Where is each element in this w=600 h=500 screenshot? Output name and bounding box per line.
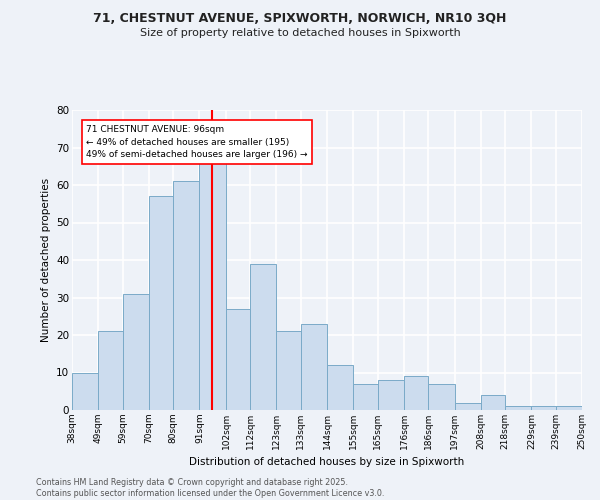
- Bar: [556, 406, 582, 410]
- Bar: [404, 376, 428, 410]
- Bar: [199, 159, 226, 410]
- Text: 71 CHESTNUT AVENUE: 96sqm
← 49% of detached houses are smaller (195)
49% of semi: 71 CHESTNUT AVENUE: 96sqm ← 49% of detac…: [86, 125, 308, 159]
- Bar: [226, 308, 250, 410]
- Bar: [122, 294, 149, 410]
- Bar: [327, 365, 353, 410]
- X-axis label: Distribution of detached houses by size in Spixworth: Distribution of detached houses by size …: [190, 458, 464, 468]
- Bar: [428, 384, 455, 410]
- Bar: [250, 264, 277, 410]
- Bar: [455, 402, 481, 410]
- Bar: [353, 384, 377, 410]
- Bar: [149, 196, 173, 410]
- Text: Contains HM Land Registry data © Crown copyright and database right 2025.
Contai: Contains HM Land Registry data © Crown c…: [36, 478, 385, 498]
- Bar: [505, 406, 532, 410]
- Bar: [377, 380, 404, 410]
- Bar: [72, 372, 98, 410]
- Y-axis label: Number of detached properties: Number of detached properties: [41, 178, 50, 342]
- Bar: [301, 324, 327, 410]
- Text: 71, CHESTNUT AVENUE, SPIXWORTH, NORWICH, NR10 3QH: 71, CHESTNUT AVENUE, SPIXWORTH, NORWICH,…: [94, 12, 506, 26]
- Bar: [277, 331, 301, 410]
- Bar: [532, 406, 556, 410]
- Bar: [173, 181, 199, 410]
- Text: Size of property relative to detached houses in Spixworth: Size of property relative to detached ho…: [140, 28, 460, 38]
- Bar: [481, 395, 505, 410]
- Bar: [98, 331, 122, 410]
